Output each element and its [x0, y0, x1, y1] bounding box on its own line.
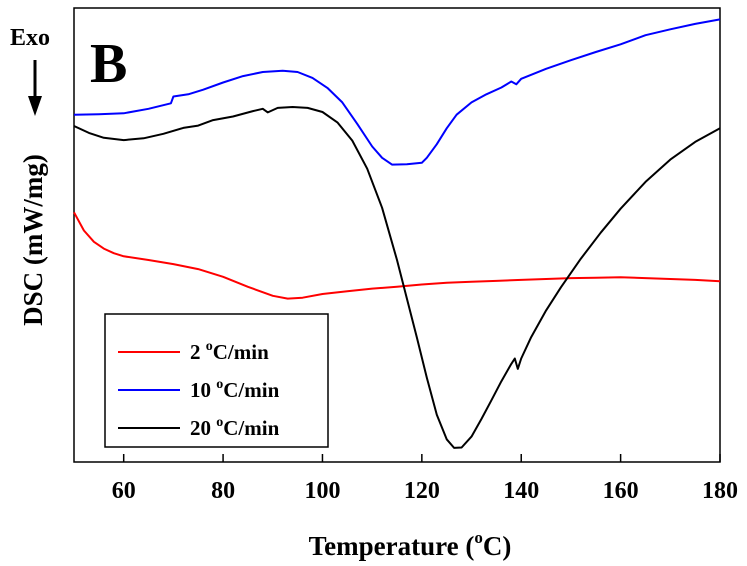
y-axis-title: DSC (mW/mg) — [18, 154, 48, 326]
series-line-0 — [73, 211, 721, 300]
x-axis-title-end: C) — [483, 531, 512, 561]
x-tick-label-5: 160 — [603, 478, 639, 504]
plot-frame — [73, 7, 721, 463]
exo-label: Exo — [10, 25, 50, 51]
x-axis-title-main: Temperature ( — [309, 531, 475, 561]
x-axis-title: Temperature (oC) — [309, 528, 512, 561]
legend-label-2: 20 oC/min — [190, 415, 280, 440]
legend-label-1: 10 oC/min — [190, 377, 280, 402]
legend-items: 2 oC/min 10 oC/min 20 oC/min — [118, 339, 280, 440]
x-tick-label-3: 120 — [404, 478, 440, 504]
x-tick-label-4: 140 — [503, 478, 539, 504]
legend-box — [104, 313, 329, 448]
x-axis: 60 80 100 120 140 160 180 — [112, 454, 738, 504]
x-tick-label-0: 60 — [112, 478, 136, 504]
legend: 2 oC/min 10 oC/min 20 oC/min — [104, 313, 329, 448]
series-line-1 — [73, 18, 721, 166]
x-tick-label-1: 80 — [211, 478, 235, 504]
x-tick-label-2: 100 — [304, 478, 340, 504]
x-axis-title-sup: o — [474, 528, 483, 547]
legend-label-0: 2 oC/min — [190, 339, 269, 364]
series-line-2 — [73, 106, 721, 449]
exo-arrow-icon — [28, 60, 42, 116]
panel-letter: B — [90, 33, 127, 95]
x-tick-label-6: 180 — [702, 478, 738, 504]
series-layer — [73, 18, 721, 449]
